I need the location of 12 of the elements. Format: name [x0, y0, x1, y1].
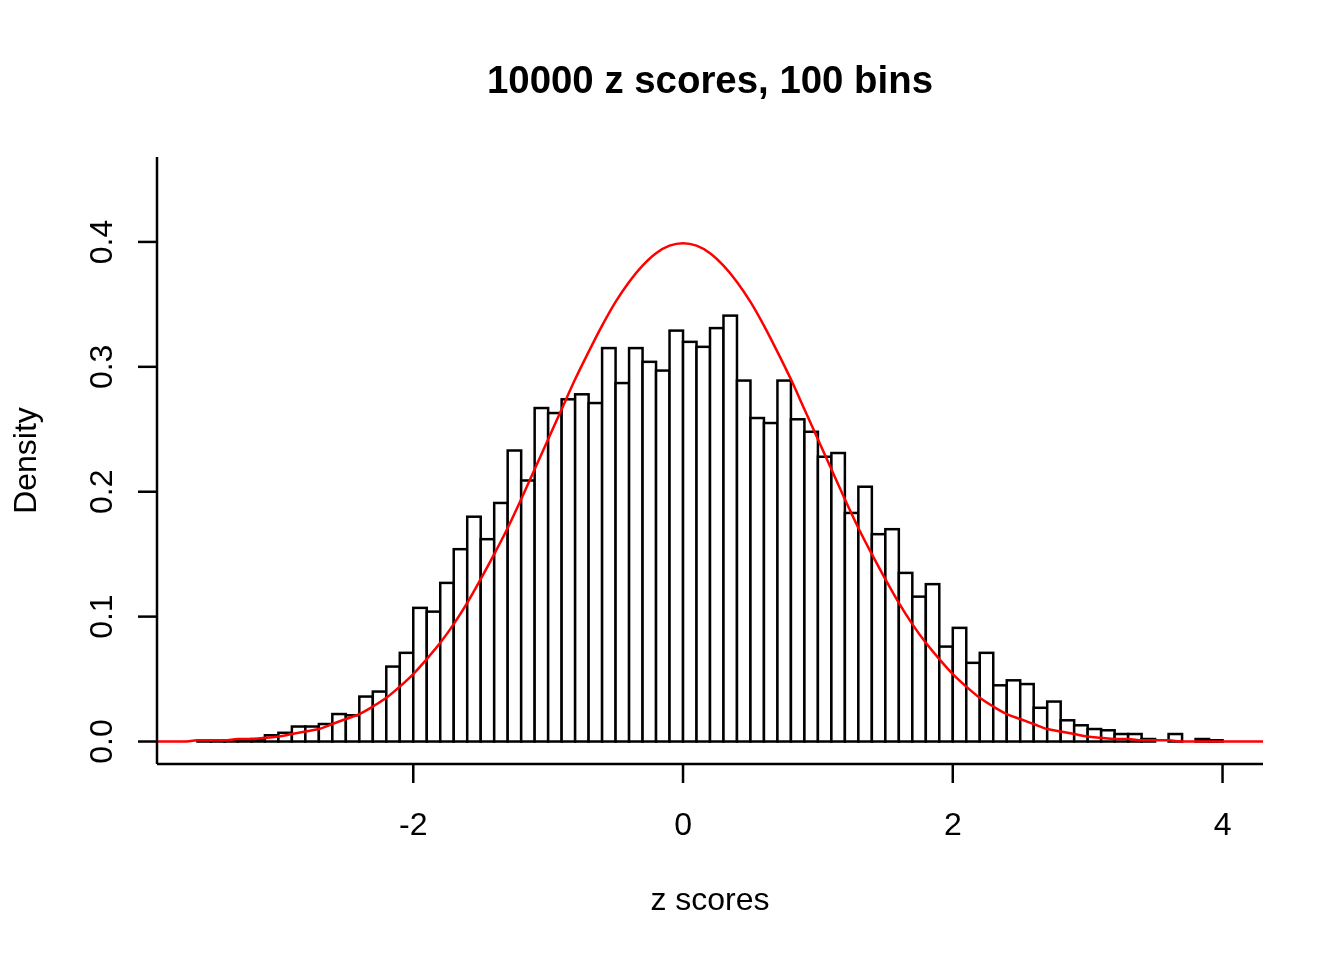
- y-tick-label: 0.2: [83, 469, 119, 514]
- y-axis-title: Density: [7, 407, 43, 514]
- y-tick-label: 0.0: [83, 719, 119, 764]
- chart-title: 10000 z scores, 100 bins: [485, 58, 935, 101]
- y-tick-label: 0.3: [83, 344, 119, 390]
- x-axis-title: z scores: [650, 881, 770, 917]
- x-tick-label: 2: [943, 806, 962, 842]
- y-tick-label: 0.1: [83, 594, 119, 639]
- x-tick-label: 4: [1213, 806, 1232, 842]
- x-tick-label: -2: [399, 806, 428, 842]
- x-tick-label: 0: [674, 806, 692, 842]
- y-tick-label: 0.4: [83, 219, 119, 265]
